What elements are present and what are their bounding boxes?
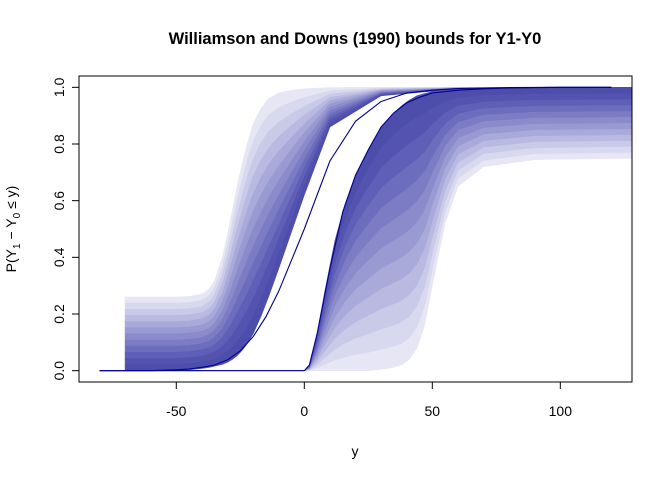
x-axis: -50 0 50 100 bbox=[166, 381, 573, 419]
y-tick-label: 0.6 bbox=[51, 191, 67, 211]
lower-bound-line bbox=[99, 86, 612, 372]
x-tick-label: 0 bbox=[300, 403, 308, 419]
x-tick-label: 100 bbox=[549, 403, 573, 419]
y-tick-label: 1.0 bbox=[51, 77, 67, 97]
x-tick-label: 50 bbox=[425, 403, 441, 419]
upper-bound-line bbox=[99, 86, 612, 372]
y-tick-label: 0.2 bbox=[51, 304, 67, 324]
x-tick-label: -50 bbox=[166, 403, 186, 419]
x-axis-label: y bbox=[352, 443, 359, 459]
bound-lines bbox=[99, 86, 612, 372]
y-axis-label: P(Y1 − Y0 ≤ y) bbox=[3, 186, 23, 273]
bound-bands bbox=[124, 86, 632, 371]
y-tick-label: 0.4 bbox=[51, 247, 67, 267]
y-axis: 0.0 0.2 0.4 0.6 0.8 1.0 bbox=[51, 77, 80, 381]
chart-title: Williamson and Downs (1990) bounds for Y… bbox=[169, 30, 542, 48]
y-tick-label: 0.0 bbox=[51, 361, 67, 381]
y-tick-label: 0.8 bbox=[51, 134, 67, 154]
